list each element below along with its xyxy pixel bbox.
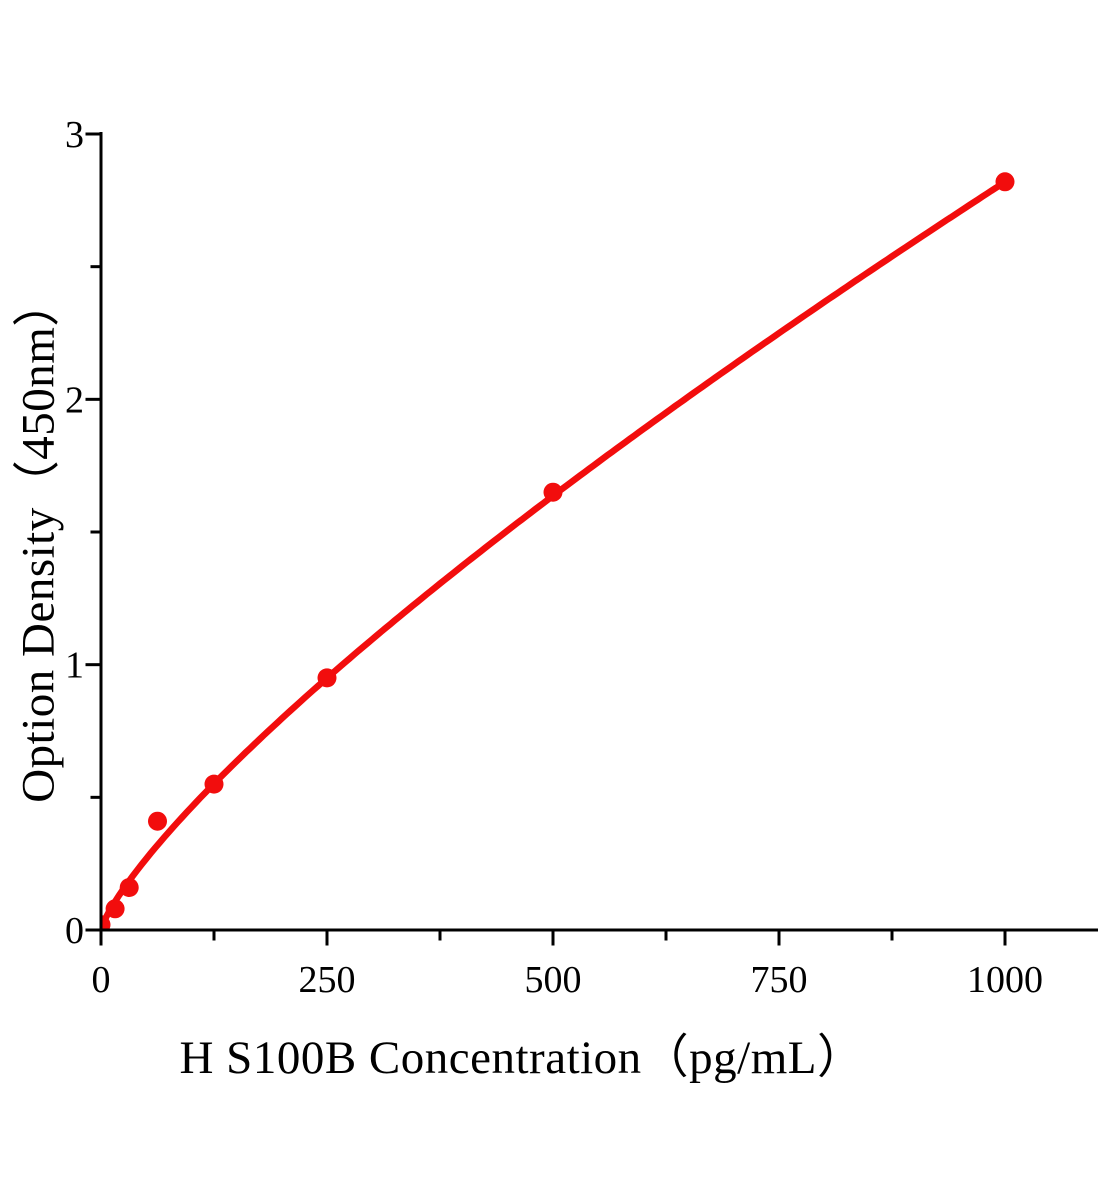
x-tick-label: 250 (299, 959, 356, 1001)
x-tick-label: 1000 (967, 959, 1043, 1001)
data-point (995, 172, 1015, 192)
data-point (543, 482, 563, 502)
data-point (204, 774, 224, 794)
fit-curve-line (101, 178, 1009, 932)
data-point (119, 878, 139, 897)
x-axis-title: H S100B Concentration（pg/mL） (179, 1032, 865, 1084)
data-point (101, 915, 111, 932)
data-point (148, 811, 167, 831)
y-axis-title: Option Density（450nm） (12, 279, 65, 803)
y-tick-label: 3 (65, 114, 84, 156)
y-tick-label: 1 (65, 645, 84, 687)
data-point (317, 668, 337, 688)
data-point (105, 899, 125, 919)
x-tick-label: 500 (525, 959, 582, 1001)
y-tick-label: 2 (65, 379, 84, 421)
y-tick-label: 0 (65, 910, 84, 952)
x-tick-label: 0 (92, 959, 111, 1001)
x-tick-label: 750 (751, 959, 808, 1001)
